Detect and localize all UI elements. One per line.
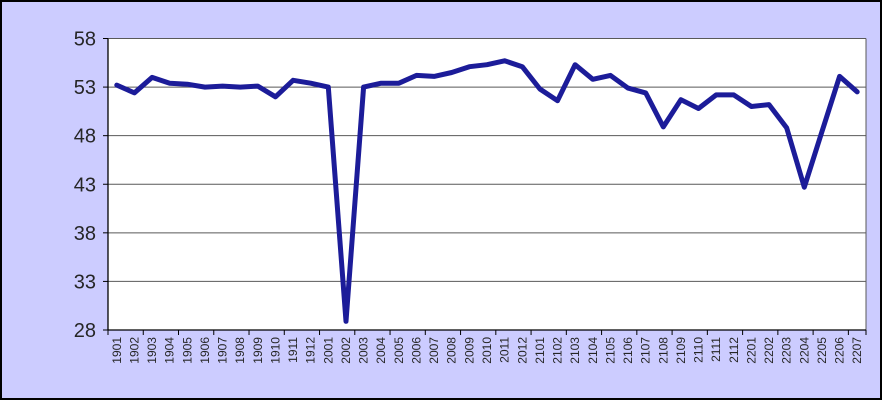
x-tick-label: 1910 xyxy=(268,337,282,364)
x-tick-label: 2012 xyxy=(515,337,529,364)
x-tick-label: 2110 xyxy=(692,337,706,363)
x-tick-label: 1901 xyxy=(110,337,124,364)
x-tick-label: 2112 xyxy=(727,337,741,363)
x-tick-label: 2106 xyxy=(621,337,635,364)
x-tick-label: 1904 xyxy=(163,337,177,364)
data-series-line xyxy=(114,58,860,324)
x-tick-label: 2006 xyxy=(409,337,423,364)
x-tick-label: 2105 xyxy=(603,337,617,364)
axis-ticks xyxy=(103,38,867,335)
x-tick-label: 1907 xyxy=(216,337,230,364)
y-tick-label: 28 xyxy=(74,320,96,342)
x-tick-label: 2111 xyxy=(709,337,723,362)
y-tick-label: 43 xyxy=(74,174,96,196)
x-tick-label: 1906 xyxy=(198,337,212,364)
x-tick-label: 2003 xyxy=(357,337,371,364)
x-tick-label: 2107 xyxy=(639,337,653,364)
y-tick-label: 33 xyxy=(74,271,96,293)
y-tick-label: 38 xyxy=(74,223,96,245)
x-tick-label: 2202 xyxy=(762,337,776,364)
x-tick-label: 2205 xyxy=(815,337,829,364)
y-tick-label: 58 xyxy=(74,29,96,51)
x-tick-label: 2011 xyxy=(498,337,512,363)
x-tick-label: 2204 xyxy=(797,337,811,364)
x-tick-label: 2207 xyxy=(850,337,864,364)
x-tick-label: 1903 xyxy=(145,337,159,364)
x-tick-label: 2206 xyxy=(833,337,847,364)
x-tick-label: 2010 xyxy=(480,337,494,364)
x-tick-label: 2001 xyxy=(321,337,335,364)
x-tick-label: 2201 xyxy=(744,337,758,364)
x-tick-label: 2009 xyxy=(462,337,476,364)
x-tick-label: 2101 xyxy=(533,337,547,364)
y-tick-label: 53 xyxy=(74,77,96,99)
x-tick-label: 1909 xyxy=(251,337,265,364)
x-tick-label: 2203 xyxy=(780,337,794,364)
plot-border xyxy=(108,38,867,330)
x-tick-label: 2102 xyxy=(551,337,565,364)
y-tick-labels: 28 33 38 43 48 53 58 xyxy=(74,29,96,343)
x-tick-label: 2108 xyxy=(656,337,670,364)
x-tick-label: 2109 xyxy=(674,337,688,364)
x-tick-label: 1908 xyxy=(233,337,247,364)
x-tick-label: 2002 xyxy=(339,337,353,364)
x-tick-label: 2007 xyxy=(427,337,441,364)
x-tick-label: 1911 xyxy=(286,337,300,363)
x-tick-label: 1902 xyxy=(127,337,141,364)
x-tick-label: 1912 xyxy=(304,337,318,364)
x-tick-label: 1905 xyxy=(180,337,194,364)
x-tick-label: 2008 xyxy=(445,337,459,364)
x-tick-label: 2104 xyxy=(586,337,600,364)
axes xyxy=(107,38,866,331)
x-tick-label: 2004 xyxy=(374,337,388,364)
x-tick-label: 2103 xyxy=(568,337,582,364)
x-tick-labels: 1901 1902 1903 1904 1905 1906 1907 1908 1909 1910… xyxy=(110,337,864,364)
y-tick-label: 48 xyxy=(74,126,96,148)
x-tick-label: 2005 xyxy=(392,337,406,364)
